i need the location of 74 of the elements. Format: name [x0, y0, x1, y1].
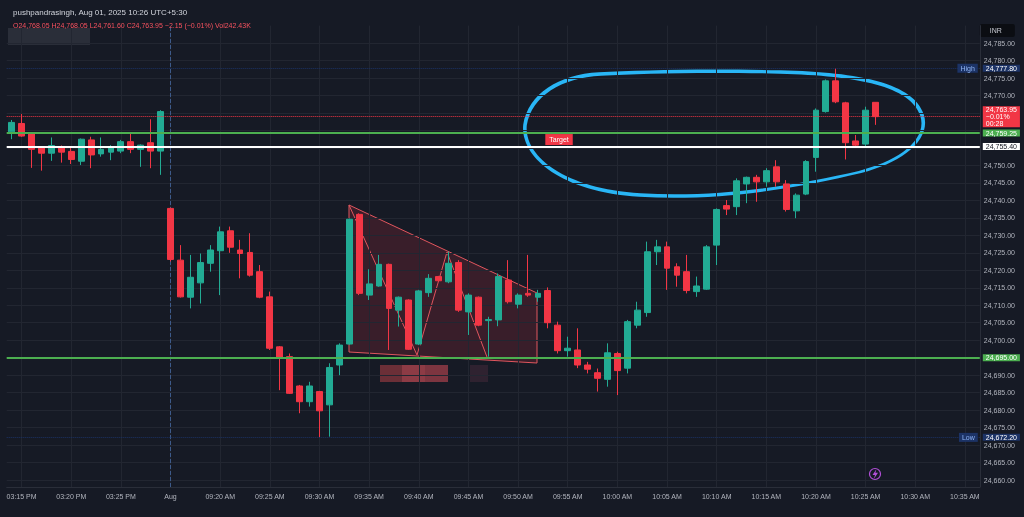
- candlestick: [664, 241, 670, 291]
- candlestick: [455, 259, 462, 313]
- candlestick: [237, 239, 243, 279]
- candlestick: [594, 368, 601, 393]
- candlestick: [604, 342, 611, 388]
- candlestick: [713, 207, 720, 266]
- candlestick: [743, 176, 750, 204]
- candlestick: [773, 159, 780, 188]
- candlestick: [465, 292, 472, 336]
- candlestick: [525, 254, 531, 298]
- candlestick: [654, 239, 661, 266]
- candlestick: [703, 244, 710, 291]
- candlestick: [733, 177, 740, 216]
- candlestick: [614, 351, 621, 396]
- candlestick: [336, 342, 343, 376]
- candlestick: [187, 254, 194, 309]
- candlestick: [753, 174, 760, 203]
- candlestick: [445, 251, 452, 284]
- candlestick: [346, 218, 353, 346]
- candlestick: [693, 276, 700, 298]
- candlestick: [68, 145, 75, 165]
- candlestick: [197, 253, 204, 304]
- candlestick: [217, 226, 224, 296]
- candlestick: [167, 207, 174, 263]
- candlestick: [644, 241, 651, 318]
- candlestick: [326, 362, 333, 438]
- candlestick: [485, 316, 492, 358]
- candlestick: [783, 179, 790, 213]
- candlestick: [544, 286, 551, 329]
- candlestick: [296, 384, 303, 414]
- candlestick: [554, 321, 561, 354]
- candlestick: [822, 78, 829, 114]
- candlestick: [515, 292, 522, 309]
- candlestick: [227, 226, 234, 254]
- candlestick: [405, 298, 412, 351]
- candlestick: [256, 264, 263, 299]
- candlestick: [395, 296, 402, 328]
- candlestick: [505, 259, 512, 304]
- candlestick: [247, 232, 253, 278]
- candlestick: [207, 244, 214, 273]
- candlestick: [535, 289, 541, 303]
- candlestick: [58, 144, 65, 164]
- candlestick: [803, 159, 809, 196]
- candlestick: [266, 291, 273, 351]
- candlestick: [435, 275, 442, 282]
- candlestick: [366, 268, 373, 301]
- candlestick: [8, 119, 15, 140]
- candlestick: [286, 352, 293, 395]
- candlestick: [316, 390, 323, 438]
- candlestick: [415, 289, 422, 346]
- candlestick: [306, 381, 313, 408]
- candlestick: [376, 254, 382, 288]
- chart-title: pushpandrasingh, Aug 01, 2025 10:26 UTC+5:30: [13, 7, 188, 17]
- candlestick: [425, 273, 432, 298]
- candlestick: [624, 319, 631, 374]
- candlestick: [177, 244, 184, 299]
- candlestick: [356, 212, 363, 296]
- candlestick: [495, 272, 502, 327]
- candlestick: [386, 263, 392, 351]
- candlestick: [832, 67, 839, 104]
- candlestick: [852, 134, 859, 148]
- candlestick: [564, 336, 571, 358]
- candlestick: [634, 301, 641, 329]
- candlestick: [793, 192, 800, 219]
- candlestick: [584, 361, 591, 374]
- candlestick: [674, 262, 680, 288]
- candlestick: [78, 138, 85, 166]
- candlestick: [475, 296, 482, 327]
- candlestick: [276, 345, 283, 391]
- candlestick: [723, 199, 730, 216]
- candlestick: [763, 167, 770, 188]
- candlestick: [98, 136, 104, 158]
- candlestick: [862, 106, 869, 147]
- candlestick: [683, 254, 690, 294]
